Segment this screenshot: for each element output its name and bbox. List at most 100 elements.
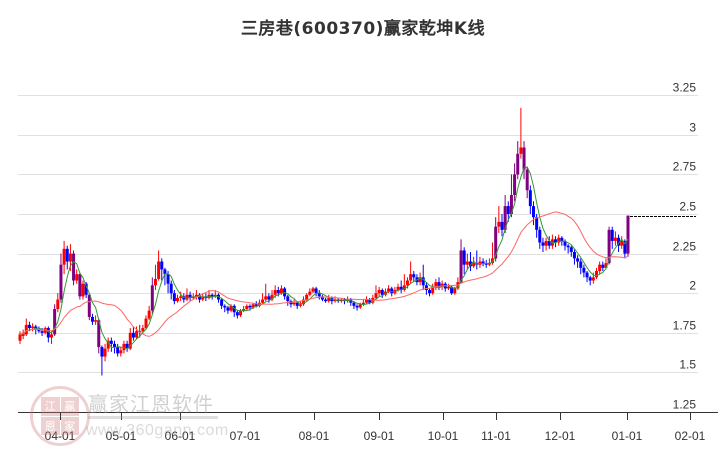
candle-body: [213, 294, 217, 297]
candle-body: [223, 305, 227, 308]
candle-body: [264, 296, 268, 300]
candle-body: [324, 299, 328, 302]
candle-body: [538, 229, 542, 243]
candle-body: [305, 294, 309, 300]
candle-body: [591, 277, 595, 281]
watermark-text: 赢家江恩软件: [88, 392, 214, 416]
candle-body: [528, 190, 532, 207]
candle-body: [446, 286, 450, 289]
candle-body: [201, 296, 205, 300]
x-tick-label: 10-01: [428, 429, 459, 443]
candle-body: [355, 305, 359, 308]
candle-body: [377, 290, 381, 294]
ma-short-line: [19, 166, 629, 350]
candle-body: [450, 286, 454, 294]
candle-body: [128, 332, 132, 349]
y-axis: 1.25 1.5 1.75 2 2.25 2.5 2.75 3 3.25: [673, 81, 697, 412]
candle-body: [94, 320, 98, 322]
candle-body: [106, 340, 110, 349]
candle-body: [352, 302, 356, 306]
candle-body: [103, 348, 107, 357]
candle-body: [554, 239, 558, 243]
candle-body: [43, 328, 47, 333]
candle-body: [267, 296, 271, 300]
candle-body: [292, 302, 296, 305]
candle-body: [547, 240, 551, 246]
candle-body: [100, 347, 104, 357]
candle-body: [582, 267, 586, 273]
candle-body: [46, 328, 50, 338]
candle-body: [279, 288, 283, 294]
candle-body: [431, 286, 435, 294]
watermark-logo-char: 江: [41, 397, 60, 416]
candle-body: [412, 274, 416, 278]
candle-body: [500, 221, 504, 230]
candle-body: [428, 290, 432, 294]
candle-body: [569, 247, 573, 253]
candle-body: [613, 237, 617, 241]
candle-body: [320, 296, 324, 300]
candle-body: [604, 263, 608, 268]
candle-body: [531, 206, 535, 218]
candle-body: [298, 304, 302, 306]
x-tick-label: 09-01: [364, 429, 395, 443]
candle-body: [179, 296, 183, 298]
candle-body: [525, 169, 529, 191]
candle-body: [387, 288, 391, 292]
candle-body: [572, 252, 576, 259]
candle-body: [566, 245, 570, 248]
watermark-logo-char: 恩: [41, 416, 60, 435]
candle-body: [302, 299, 306, 305]
candle-body: [623, 240, 627, 254]
candle-body: [150, 285, 154, 311]
candle-body: [585, 272, 589, 278]
candle-body: [544, 240, 548, 246]
candle-body: [607, 229, 611, 264]
y-tick-label: 3: [689, 121, 696, 135]
candle-body: [248, 305, 252, 308]
candle-body: [135, 331, 139, 338]
y-tick-label: 1.5: [679, 358, 696, 372]
candle-body: [119, 350, 123, 354]
candle-body: [276, 290, 280, 294]
candle-body: [116, 347, 120, 354]
candle-body: [113, 343, 117, 348]
candle-body: [68, 253, 72, 262]
watermark-url: www.360gann.com: [86, 422, 229, 439]
watermark-logo-char: 赢: [60, 397, 79, 416]
candle-body: [519, 147, 523, 154]
candle-body: [147, 310, 151, 319]
candle-body: [437, 282, 441, 287]
watermark-divider: [88, 416, 218, 419]
y-tick-label: 2.5: [679, 200, 696, 214]
x-tick-label: 07-01: [230, 429, 261, 443]
candle-body: [270, 294, 274, 300]
candle-body: [579, 261, 583, 268]
candle-body: [131, 332, 135, 338]
candle-body: [594, 271, 598, 278]
watermark-logo-char: 家: [60, 416, 79, 435]
candle-body: [72, 253, 76, 281]
candlesticks: [18, 107, 630, 376]
candle-body: [358, 304, 362, 308]
candle-body: [242, 309, 246, 311]
candle-body: [557, 237, 561, 243]
candle-body: [286, 296, 290, 302]
candle-body: [311, 288, 315, 292]
ma-long-line: [19, 211, 629, 337]
candle-body: [27, 324, 31, 329]
candle-body: [509, 194, 513, 214]
candle-body: [317, 293, 321, 297]
candle-body: [24, 324, 28, 335]
x-axis: 04-01 05-01 06-01 07-01 08-01 09-01 10-01 11-01…: [18, 412, 718, 443]
candle-body: [576, 258, 580, 262]
candle-body: [239, 310, 243, 316]
candle-body: [497, 221, 501, 227]
candle-body: [396, 286, 400, 291]
x-tick-label: 01-01: [612, 429, 643, 443]
candle-body: [491, 258, 495, 264]
candle-body: [65, 248, 69, 262]
y-tick-label: 3.25: [673, 81, 697, 95]
candle-body: [522, 147, 526, 170]
candle-body: [563, 240, 567, 246]
